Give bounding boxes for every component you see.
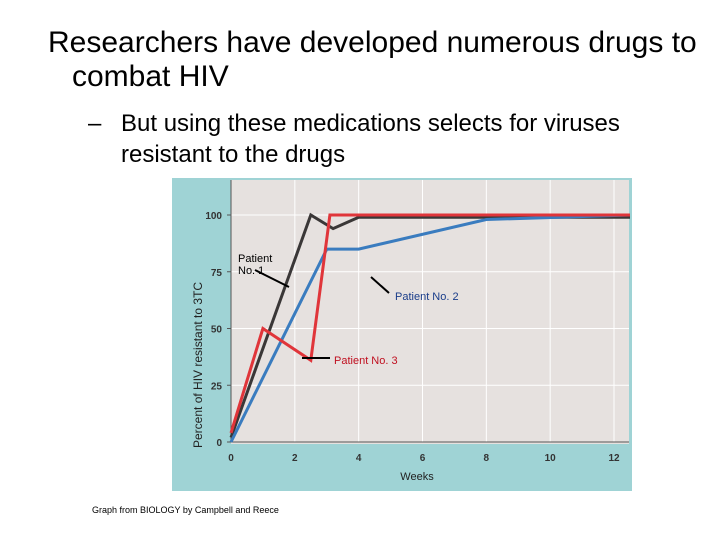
- x-tick-label: 6: [420, 453, 426, 464]
- y-tick-label: 50: [211, 325, 223, 336]
- y-tick-label: 75: [211, 268, 223, 279]
- y-tick-label: 25: [211, 381, 223, 392]
- x-tick-label: 0: [228, 453, 234, 464]
- resistance-chart: 0 2 4 6 8 10 12 0 25 50 75 100 Patient No. 1 Patient …: [172, 178, 632, 491]
- x-axis-label: Weeks: [400, 471, 434, 483]
- annotation-patient-1: Patient No. 1: [238, 253, 272, 277]
- series-patient-1-line: [229, 212, 630, 439]
- y-tick-label: 0: [216, 438, 222, 449]
- annotation-patient-2: Patient No. 2: [395, 291, 459, 303]
- y-tick-label: 100: [205, 211, 222, 222]
- x-tick-label: 10: [545, 453, 557, 464]
- x-tick-label: 4: [356, 453, 362, 464]
- sub-bullet-text: But using these medications selects for …: [121, 110, 620, 168]
- series-lines: [229, 212, 631, 443]
- annotations: Patient No. 1 Patient No. 2 Patient No. 3: [238, 253, 459, 367]
- x-tick-label: 2: [292, 453, 298, 464]
- axes: 0 2 4 6 8 10 12 0 25 50 75 100: [205, 180, 629, 464]
- annotation-patient-3: Patient No. 3: [334, 355, 398, 367]
- graph-credit: Graph from BIOLOGY by Campbell and Reece: [92, 505, 279, 515]
- x-tick-label: 12: [608, 453, 620, 464]
- annotation-leader-1: [254, 269, 290, 288]
- x-tick-label: 8: [484, 453, 490, 464]
- series-patient-3-line: [229, 213, 630, 434]
- plot-area: [231, 180, 629, 444]
- series-patient-2-line: [229, 213, 631, 443]
- slide-title: Researchers have developed numerous drug…: [48, 26, 697, 93]
- y-axis-label: Percent of HIV resistant to 3TC: [191, 282, 205, 448]
- bullet-dash: –: [88, 110, 102, 137]
- annotation-leader-2: [370, 276, 390, 294]
